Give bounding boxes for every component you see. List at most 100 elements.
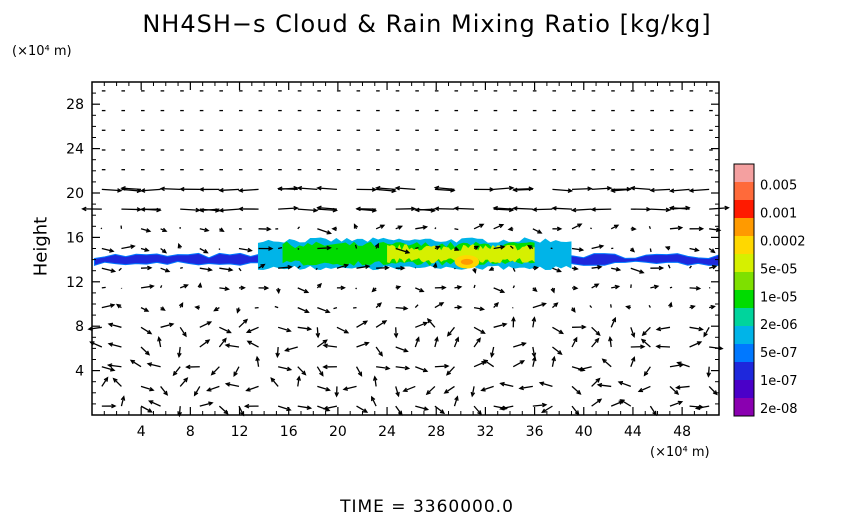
wind-vector-head xyxy=(322,405,329,411)
wind-vector-head xyxy=(527,245,533,250)
wind-vector xyxy=(648,304,651,308)
wind-vector-head xyxy=(183,284,189,289)
wind-vector xyxy=(415,226,427,230)
wind-vector-head xyxy=(172,370,178,377)
wind-vector xyxy=(591,398,602,407)
wind-vector-head xyxy=(161,248,168,254)
wind-vector-head xyxy=(402,387,408,392)
y-tick-label: 20 xyxy=(66,186,84,202)
wind-vector xyxy=(270,377,279,387)
wind-vector-head xyxy=(538,381,545,386)
wind-vector-head xyxy=(570,207,577,213)
wind-vector-head xyxy=(316,185,322,191)
wind-vector xyxy=(552,346,562,355)
wind-vector-head xyxy=(362,320,369,325)
wind-vector-head xyxy=(219,227,225,232)
wind-vector-head xyxy=(480,329,486,334)
wind-vector-head xyxy=(179,186,185,192)
wind-vector xyxy=(219,326,231,334)
wind-vector-head xyxy=(677,400,684,406)
wind-vector xyxy=(703,326,710,337)
wind-vector-head xyxy=(322,339,328,345)
wind-vector xyxy=(219,267,233,271)
wind-vector-head xyxy=(277,186,283,192)
colorbar-segment xyxy=(734,344,754,363)
wind-vector xyxy=(649,248,652,253)
wind-vector xyxy=(219,208,240,212)
wind-vector-head xyxy=(581,324,587,330)
colorbar-segment xyxy=(734,308,754,327)
wind-vector-head xyxy=(364,264,371,270)
wind-vector-head xyxy=(224,343,231,348)
wind-vector xyxy=(571,223,582,230)
wind-vector-head xyxy=(493,302,499,308)
wind-vector xyxy=(278,207,298,210)
wind-vector xyxy=(207,385,220,392)
wind-vector-head xyxy=(499,288,506,294)
wind-vector xyxy=(610,317,616,328)
cloud-core xyxy=(460,258,474,265)
wind-vector-head xyxy=(674,390,680,396)
wind-vector xyxy=(590,227,593,230)
wind-vector-head xyxy=(614,284,621,290)
wind-vector-head xyxy=(103,376,109,382)
wind-vector xyxy=(395,327,397,337)
wind-vector-head xyxy=(641,331,647,337)
wind-vector-head xyxy=(245,387,251,392)
x-tick-label: 24 xyxy=(378,424,396,440)
wind-vector-head xyxy=(598,244,605,249)
wind-vector xyxy=(513,342,526,348)
wind-vector-head xyxy=(508,185,515,191)
wind-vector-head xyxy=(268,246,274,251)
wind-vector xyxy=(572,208,592,211)
wind-vector xyxy=(274,305,279,309)
wind-vector-head xyxy=(146,329,153,335)
wind-vector-head xyxy=(162,227,168,233)
colorbar-segment xyxy=(734,164,754,183)
wind-vector xyxy=(297,326,311,330)
wind-vector xyxy=(395,366,409,370)
wind-vector-head xyxy=(371,287,377,293)
wind-vector-head xyxy=(456,285,463,290)
wind-vector-head xyxy=(343,263,350,269)
wind-vector xyxy=(444,385,455,394)
colorbar-label: 2e-08 xyxy=(760,402,798,417)
wind-vector xyxy=(218,338,227,348)
wind-vector xyxy=(500,382,514,388)
wind-vector-head xyxy=(512,206,518,211)
wind-vector-head xyxy=(286,366,293,372)
wind-vector xyxy=(238,247,252,252)
wind-vector-head xyxy=(287,264,293,270)
wind-vector-head xyxy=(293,205,299,211)
wind-vector xyxy=(415,366,428,372)
wind-vector-head xyxy=(531,355,537,362)
wind-vector-head xyxy=(572,285,579,291)
wind-vector xyxy=(571,385,581,395)
wind-vector-head xyxy=(376,302,382,308)
wind-vector-head xyxy=(110,268,117,273)
wind-vector xyxy=(453,396,459,407)
wind-vector xyxy=(591,338,599,348)
wind-vector-head xyxy=(596,398,603,404)
wind-vector-head xyxy=(394,185,401,191)
wind-vector-head xyxy=(159,186,165,192)
wind-vector-head xyxy=(576,389,582,395)
wind-vector xyxy=(238,319,248,328)
wind-vector xyxy=(218,405,229,415)
wind-vector xyxy=(648,226,651,230)
wind-vector xyxy=(696,405,710,410)
wind-vector xyxy=(118,267,122,272)
wind-vector-head xyxy=(395,285,402,290)
wind-vector-head xyxy=(706,372,712,378)
wind-vector-head xyxy=(594,337,600,343)
wind-vector-head xyxy=(81,206,87,212)
wind-vector-head xyxy=(260,263,266,269)
wind-vector-head xyxy=(404,249,411,254)
wind-vector-head xyxy=(619,399,625,404)
wind-vector-head xyxy=(664,246,671,251)
wind-vector-head xyxy=(357,371,363,377)
colorbar-label: 5e-05 xyxy=(760,262,798,277)
wind-vector-head xyxy=(146,362,153,367)
wind-vector-head xyxy=(422,367,429,373)
wind-vector-head xyxy=(422,321,429,327)
